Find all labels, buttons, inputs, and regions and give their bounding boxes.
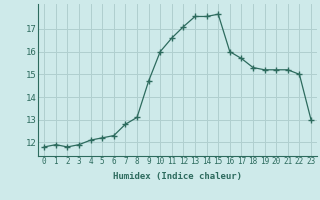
- X-axis label: Humidex (Indice chaleur): Humidex (Indice chaleur): [113, 172, 242, 181]
